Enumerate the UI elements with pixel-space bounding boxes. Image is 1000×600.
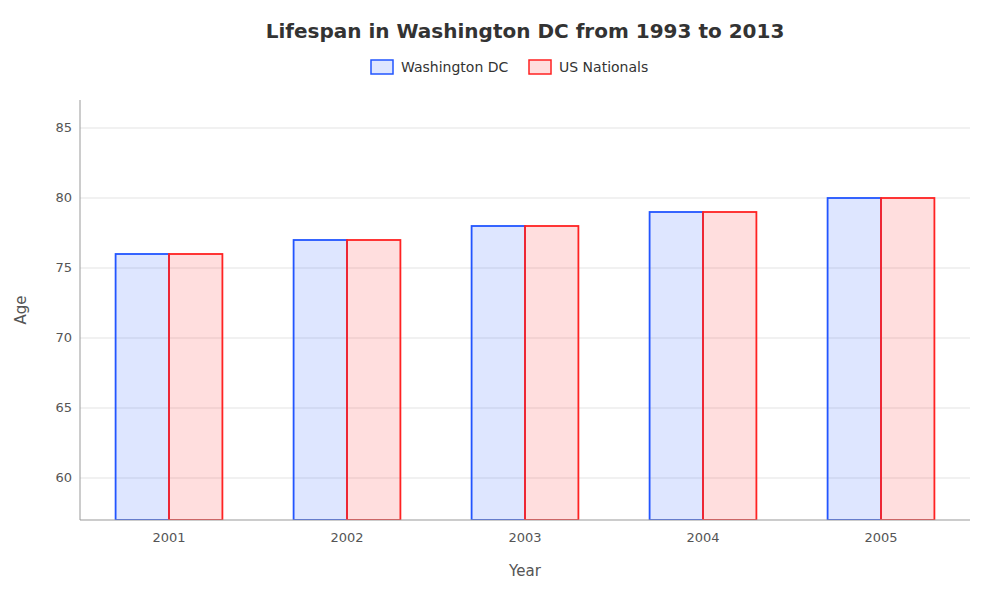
legend: Washington DC US Nationals [371, 59, 648, 75]
bar [828, 198, 881, 520]
legend-swatch [529, 60, 551, 74]
bar [525, 226, 578, 520]
legend-swatch [371, 60, 393, 74]
y-axis-label: Age [12, 295, 30, 324]
x-tick-label: 2003 [508, 530, 541, 545]
bar [703, 212, 756, 520]
x-tick-label: 2001 [152, 530, 185, 545]
y-axis-line [80, 100, 81, 520]
y-tick-label: 70 [55, 330, 72, 345]
bar [169, 254, 222, 520]
bar [294, 240, 347, 520]
legend-label: Washington DC [401, 59, 509, 75]
x-axis-label: Year [508, 562, 542, 580]
x-axis-line [80, 520, 970, 521]
chart-svg: Lifespan in Washington DC from 1993 to 2… [0, 0, 1000, 600]
bar [116, 254, 169, 520]
x-tick-label: 2005 [864, 530, 897, 545]
bar [472, 226, 525, 520]
y-tick-label: 75 [55, 260, 72, 275]
chart-container: Lifespan in Washington DC from 1993 to 2… [0, 0, 1000, 600]
y-tick-label: 80 [55, 190, 72, 205]
x-axis: 2001 2002 2003 2004 2005 [152, 530, 897, 545]
bar [881, 198, 934, 520]
grid-line [80, 128, 970, 129]
y-tick-label: 60 [55, 470, 72, 485]
bar [650, 212, 703, 520]
bar [347, 240, 400, 520]
x-tick-label: 2002 [330, 530, 363, 545]
legend-label: US Nationals [559, 59, 648, 75]
bars [116, 198, 935, 520]
x-tick-label: 2004 [686, 530, 719, 545]
y-tick-label: 85 [55, 120, 72, 135]
title: Lifespan in Washington DC from 1993 to 2… [266, 19, 785, 43]
y-tick-label: 65 [55, 400, 72, 415]
